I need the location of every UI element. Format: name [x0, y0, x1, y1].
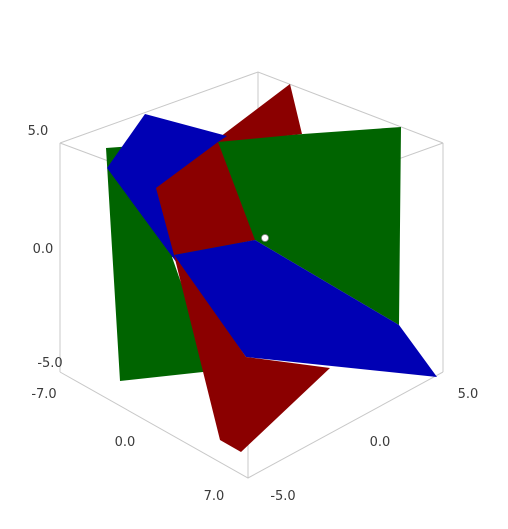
origin-marker[interactable] [261, 234, 269, 242]
z-tick-label: 0.0 [33, 242, 54, 257]
x-tick-label: -7.0 [31, 387, 56, 402]
z-tick-label: 5.0 [28, 124, 49, 139]
z-tick-label: -5.0 [37, 356, 62, 371]
blue-plane [107, 114, 437, 377]
x-tick-label: 7.0 [204, 489, 225, 504]
x-tick-label: 0.0 [115, 435, 136, 450]
y-tick-label: -5.0 [270, 489, 295, 504]
y-tick-label: 0.0 [370, 435, 391, 450]
y-tick-label: 5.0 [458, 387, 479, 402]
red-plane-upper [152, 84, 302, 255]
red-plane-lower [174, 255, 330, 452]
